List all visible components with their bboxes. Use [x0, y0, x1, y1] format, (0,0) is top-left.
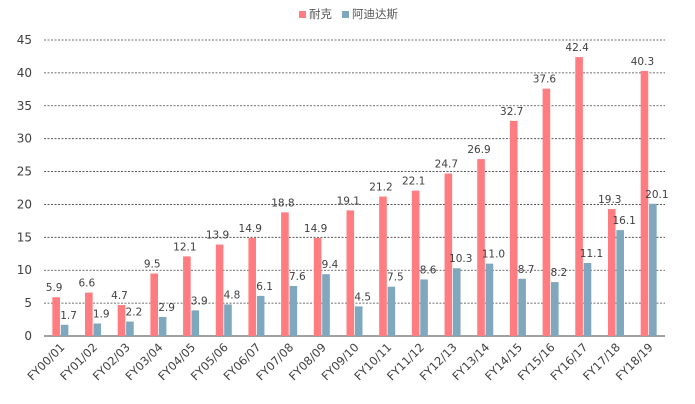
bar-nike: [346, 210, 355, 336]
data-label: 4.7: [111, 290, 128, 302]
data-label: 10.3: [449, 253, 472, 265]
y-tick-label: 45: [17, 33, 32, 47]
bar-adidas: [387, 286, 396, 336]
bar-nike: [640, 70, 649, 336]
bar-nike: [215, 244, 224, 336]
data-label: 1.7: [60, 310, 77, 322]
bar-adidas: [126, 321, 134, 336]
data-label: 13.9: [206, 230, 229, 242]
data-label: 8.2: [550, 267, 567, 279]
bar-nike: [607, 209, 616, 336]
data-label: 40.3: [631, 56, 654, 68]
data-label: 14.9: [304, 223, 327, 235]
bar-adidas: [518, 278, 526, 336]
data-label: 9.4: [322, 259, 339, 271]
data-label: 3.9: [191, 295, 208, 307]
bar-adidas: [60, 324, 69, 336]
data-label: 21.2: [369, 182, 392, 194]
data-label: 7.5: [387, 272, 404, 284]
bar-nike: [117, 305, 126, 336]
bar-adidas: [452, 268, 461, 336]
bar-adidas: [420, 279, 428, 336]
y-tick-label: 40: [17, 66, 32, 80]
data-label: 8.6: [420, 264, 437, 276]
data-label: 42.4: [565, 42, 589, 54]
bar-nike: [575, 57, 583, 336]
data-label: 1.9: [93, 309, 110, 321]
data-label: 5.9: [46, 282, 63, 294]
bar-nike: [379, 196, 387, 336]
y-tick-label: 30: [17, 132, 32, 146]
y-tick-label: 25: [17, 165, 32, 179]
data-label: 6.1: [256, 281, 273, 293]
bar-nike: [281, 212, 289, 336]
bar-adidas: [322, 274, 330, 336]
bar-adidas: [551, 282, 559, 336]
bar-adidas: [649, 203, 657, 336]
data-label: 18.8: [271, 197, 294, 209]
data-label: 11.0: [482, 249, 505, 261]
y-tick-label: 0: [24, 329, 32, 343]
bar-nike: [509, 120, 518, 336]
bar-nike: [444, 173, 453, 336]
y-tick-label: 15: [17, 230, 32, 244]
data-label: 14.9: [239, 223, 262, 235]
data-label: 19.3: [598, 194, 621, 206]
data-label: 16.1: [612, 215, 635, 227]
bar-nike: [313, 237, 322, 336]
data-label: 7.6: [289, 271, 306, 283]
bar-nike: [542, 88, 551, 336]
y-tick-label: 10: [17, 263, 32, 277]
bar-adidas: [354, 306, 363, 336]
data-label: 4.8: [224, 289, 241, 301]
data-label: 12.1: [173, 241, 196, 253]
bar-adidas: [616, 230, 624, 336]
data-label: 26.9: [467, 144, 490, 156]
y-tick-label: 35: [17, 99, 32, 113]
data-label: 19.1: [337, 195, 360, 207]
data-label: 20.1: [645, 189, 668, 201]
bar-nike: [150, 273, 158, 336]
data-label: 6.6: [78, 278, 95, 290]
bar-adidas: [289, 286, 298, 336]
legend-label: 阿迪达斯: [352, 7, 398, 21]
legend-swatch: [342, 11, 349, 18]
bar-adidas: [485, 263, 494, 336]
bar-nike: [52, 297, 60, 336]
y-tick-label: 5: [24, 296, 32, 310]
bar-adidas: [191, 310, 200, 336]
data-label: 32.7: [500, 106, 523, 118]
bar-adidas: [93, 323, 102, 336]
data-label: 2.9: [158, 302, 175, 314]
data-label: 9.5: [144, 259, 161, 271]
bar-nike: [248, 237, 257, 336]
data-label: 22.1: [402, 176, 425, 188]
data-label: 2.2: [126, 307, 143, 319]
bar-adidas: [158, 316, 167, 336]
bar-adidas: [256, 295, 265, 336]
bar-adidas: [583, 262, 592, 336]
data-label: 8.7: [518, 264, 535, 276]
data-label: 37.6: [533, 74, 557, 86]
bar-nike: [183, 256, 191, 336]
bar-nike: [411, 190, 420, 336]
data-label: 4.5: [354, 291, 371, 303]
bar-nike: [477, 159, 485, 336]
y-tick-label: 20: [17, 197, 32, 211]
data-label: 24.7: [435, 159, 458, 171]
bar-adidas: [224, 304, 232, 336]
legend-label: 耐克: [309, 7, 332, 21]
legend-swatch: [299, 11, 306, 18]
data-label: 11.1: [580, 248, 603, 260]
bar-nike: [85, 292, 93, 336]
